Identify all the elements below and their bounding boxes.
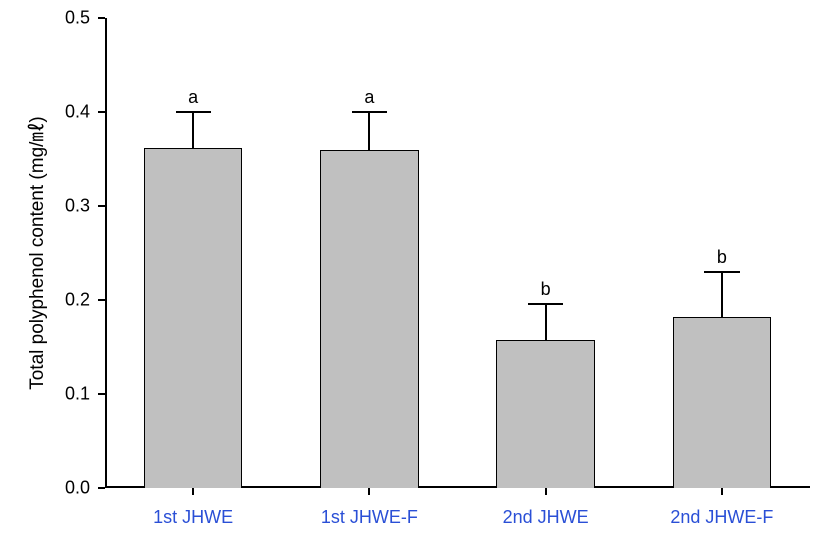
y-tick bbox=[98, 205, 105, 207]
plot-area: 0.00.10.20.30.40.5Total polyphenol conte… bbox=[105, 18, 810, 488]
y-tick bbox=[98, 299, 105, 301]
y-tick-label: 0.2 bbox=[50, 290, 90, 311]
error-cap bbox=[528, 303, 563, 305]
bar bbox=[144, 148, 243, 488]
y-axis-title: Total polyphenol content (mg/㎖) bbox=[22, 18, 49, 488]
x-tick-label: 1st JHWE bbox=[153, 507, 233, 528]
x-tick-label: 2nd JHWE-F bbox=[670, 507, 773, 528]
x-tick bbox=[721, 488, 723, 495]
bar bbox=[496, 340, 595, 488]
y-tick-label: 0.1 bbox=[50, 384, 90, 405]
error-bar bbox=[545, 304, 547, 341]
significance-label: b bbox=[541, 279, 551, 300]
bar bbox=[673, 317, 772, 488]
error-bar bbox=[721, 272, 723, 317]
x-tick-label: 2nd JHWE bbox=[503, 507, 589, 528]
error-bar bbox=[368, 112, 370, 150]
polyphenol-bar-chart: 0.0 0.1 0.2 0.3 0.4 0.5Total polyphenol conte… bbox=[0, 0, 827, 538]
y-tick bbox=[98, 393, 105, 395]
error-cap bbox=[704, 271, 739, 273]
y-tick-label: 0.5 bbox=[50, 8, 90, 29]
error-cap bbox=[176, 111, 211, 113]
y-tick-label: 0.4 bbox=[50, 102, 90, 123]
significance-label: a bbox=[188, 87, 198, 108]
bar bbox=[320, 150, 419, 488]
y-tick-label: 0.3 bbox=[50, 196, 90, 217]
x-tick-label: 1st JHWE-F bbox=[321, 507, 418, 528]
y-tick-label: 0.0 bbox=[50, 478, 90, 499]
x-tick bbox=[545, 488, 547, 495]
y-axis bbox=[105, 18, 107, 488]
x-tick bbox=[368, 488, 370, 495]
error-cap bbox=[352, 111, 387, 113]
y-tick bbox=[98, 17, 105, 19]
significance-label: a bbox=[364, 87, 374, 108]
y-tick bbox=[98, 487, 105, 489]
x-tick bbox=[192, 488, 194, 495]
y-tick bbox=[98, 111, 105, 113]
error-bar bbox=[192, 112, 194, 148]
significance-label: b bbox=[717, 247, 727, 268]
